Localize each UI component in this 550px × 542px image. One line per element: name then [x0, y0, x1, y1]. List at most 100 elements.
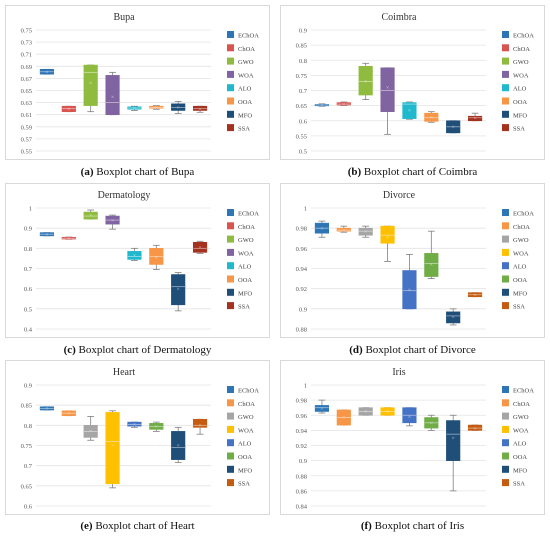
y-tick-label: 0.75	[21, 28, 32, 35]
legend-label: MFO	[513, 467, 527, 474]
legend-swatch	[227, 302, 234, 310]
box-choa: ×	[61, 236, 76, 242]
legend-label: ALO	[238, 264, 252, 271]
legend-swatch	[227, 386, 234, 393]
chart-frame: Iris 0.84 0.86 0.88 0.9 0.92 0.94 0.96 0.98 1 × × × ×…	[280, 360, 545, 515]
box-mfo: ×	[171, 426, 186, 463]
y-tick-label: 0.55	[21, 149, 32, 156]
y-tick-label: 0.7	[24, 463, 33, 470]
y-tick-label: 1	[304, 206, 307, 213]
box-alo: ×	[127, 247, 142, 261]
box-choa: ×	[336, 409, 351, 426]
chart-panel-heart: Heart 0.6 0.65 0.7 0.75 0.8 0.85 0.9 × × × × × × × × ECh…	[5, 360, 270, 540]
y-tick-label: 0.59	[21, 124, 32, 131]
legend-label: OOA	[238, 277, 252, 284]
legend-label: GWO	[513, 414, 529, 421]
box-alo: ×	[402, 101, 417, 120]
legend-swatch	[227, 31, 234, 38]
legend-swatch	[227, 452, 234, 460]
y-tick-label: 0.65	[21, 88, 32, 95]
legend-swatch	[227, 425, 234, 433]
box-woa: ×	[380, 67, 395, 135]
box-alo: ×	[127, 421, 142, 429]
legend-label: MFO	[238, 290, 252, 297]
y-tick-label: 0.73	[21, 40, 32, 47]
mean-marker: ×	[408, 415, 411, 421]
mean-marker: ×	[89, 81, 92, 87]
box-ooa: ×	[149, 421, 164, 432]
caption-text: Boxplot chart of Coimbra	[363, 166, 478, 178]
y-tick-label: 0.9	[24, 383, 32, 390]
box-upper	[446, 420, 461, 435]
mean-marker: ×	[386, 410, 389, 416]
y-tick-label: 0.96	[296, 246, 308, 253]
legend-label: SSA	[238, 481, 250, 488]
caption-text: Boxplot chart of Divorce	[365, 344, 476, 356]
legend-swatch	[502, 209, 509, 216]
mean-marker: ×	[320, 103, 323, 109]
mean-marker: ×	[364, 80, 367, 86]
legend-swatch	[502, 439, 509, 447]
legend-swatch	[502, 84, 509, 92]
box-upper	[380, 225, 395, 236]
legend-swatch	[227, 248, 234, 256]
legend-swatch	[227, 124, 234, 132]
box-alo: ×	[127, 105, 142, 112]
y-tick-label: 0.8	[24, 423, 32, 430]
mean-marker: ×	[430, 115, 433, 121]
legend-swatch	[227, 479, 234, 487]
caption-text: Boxplot chart of Bupa	[96, 166, 195, 178]
box-lower	[380, 90, 395, 112]
y-tick-label: 1	[304, 383, 307, 390]
legend-label: SSA	[513, 304, 525, 311]
legend-swatch	[502, 465, 509, 473]
boxplot-chart-dermatology: Dermatology 0.4 0.5 0.6 0.7 0.8 0.9 1 × × × × × × × × EC…	[24, 190, 259, 334]
boxplot-chart-iris: Iris 0.84 0.86 0.88 0.9 0.92 0.94 0.96 0.98 1 × × × ×…	[296, 367, 535, 511]
y-tick-label: 0.5	[24, 306, 32, 313]
y-tick-label: 0.9	[299, 28, 307, 35]
legend-label: EChOA	[238, 211, 259, 218]
box-echoa: ×	[39, 406, 55, 413]
legend-label: MFO	[238, 112, 252, 119]
y-tick-label: 0.57	[21, 136, 33, 143]
legend-label: SSA	[238, 126, 250, 133]
box-ssa: ×	[192, 418, 208, 435]
box-alo: ×	[402, 253, 417, 310]
box-echoa: ×	[314, 103, 330, 109]
y-tick-label: 0.6	[24, 286, 33, 293]
legend-label: ChOA	[513, 224, 530, 231]
mean-marker: ×	[133, 106, 136, 112]
legend-swatch	[502, 288, 509, 296]
legend-swatch	[502, 235, 509, 243]
legend-swatch	[227, 97, 234, 105]
caption-letter: (b)	[347, 166, 362, 178]
mean-marker: ×	[386, 235, 389, 241]
legend-label: ChOA	[238, 224, 255, 231]
legend-swatch	[227, 57, 234, 65]
box-echoa: ×	[39, 232, 55, 238]
legend-label: WOA	[513, 427, 529, 434]
chart-panel-divorce: Divorce 0.88 0.9 0.92 0.94 0.96 0.98 1 × × × × × × × × E…	[280, 183, 545, 363]
mean-marker: ×	[176, 287, 179, 293]
y-tick-label: 0.88	[296, 327, 307, 334]
box-woa: ×	[105, 410, 120, 489]
chart-frame: Coimbra 0.5 0.55 0.6 0.65 0.7 0.75 0.8 0.85 0.9 × ×…	[280, 5, 545, 160]
legend-label: ALO	[513, 441, 527, 448]
box-ssa: ×	[467, 292, 483, 299]
boxplot-chart-divorce: Divorce 0.88 0.9 0.92 0.94 0.96 0.98 1 × × × × × × × × E…	[296, 190, 535, 334]
legend-swatch	[502, 97, 509, 105]
y-tick-label: 0.5	[299, 149, 307, 156]
legend-swatch	[227, 235, 234, 243]
box-mfo: ×	[446, 120, 461, 134]
legend-swatch	[502, 399, 509, 407]
legend-label: GWO	[238, 237, 254, 244]
mean-marker: ×	[408, 288, 411, 294]
y-tick-label: 0.92	[296, 286, 307, 293]
y-tick-label: 0.7	[24, 266, 33, 273]
legend-label: EChOA	[238, 388, 259, 395]
mean-marker: ×	[198, 424, 201, 430]
legend-label: SSA	[513, 481, 525, 488]
mean-marker: ×	[320, 226, 323, 232]
box-ooa: ×	[424, 111, 439, 123]
box-echoa: ×	[39, 68, 55, 76]
